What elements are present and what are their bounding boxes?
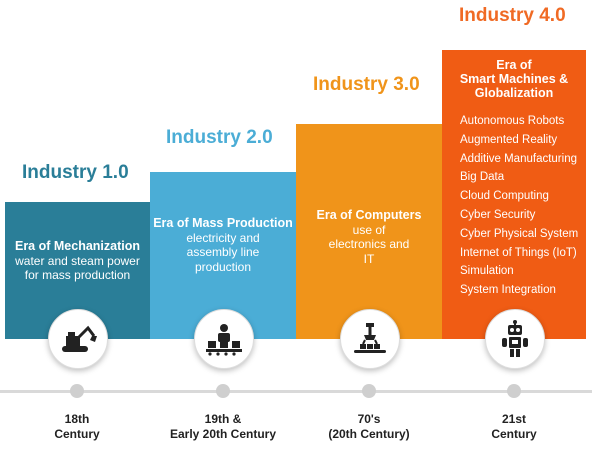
assembly-line-worker-icon: [194, 309, 254, 369]
technology-item: Cyber Security: [460, 208, 536, 221]
technology-list: Autonomous Robots Augmented Reality Addi…: [442, 112, 586, 300]
robot-icon: [485, 309, 545, 369]
technology-item: Autonomous Robots: [460, 115, 565, 127]
technology-item: Augmented Reality: [460, 133, 558, 146]
industry-1-heading: Era of Mechanization: [14, 239, 141, 253]
industry-2-description: electricity and assembly line production: [186, 230, 260, 274]
industry-3-title: Industry 3.0: [313, 74, 420, 95]
technology-item: Cloud Computing: [460, 190, 549, 203]
technology-item: Additive Manufacturing: [460, 152, 577, 165]
period-label-3: 70's (20th Century): [328, 412, 410, 441]
industry-1-description: water and steam power for mass productio…: [15, 253, 140, 283]
industry-3-description: use of electronics and IT: [328, 222, 410, 266]
technology-item: Big Data: [460, 171, 505, 184]
industry-2-title: Industry 2.0: [166, 127, 273, 148]
timeline-dot: [70, 384, 84, 398]
industry-2-heading: Era of Mass Production: [153, 216, 293, 230]
industry-4-title: Industry 4.0: [459, 5, 566, 26]
period-label-1: 18th Century: [54, 412, 100, 441]
industry-1-title: Industry 1.0: [22, 162, 129, 183]
industry-4-heading: Era of Smart Machines & Globalization: [459, 58, 569, 100]
period-label-2: 19th & Early 20th Century: [169, 412, 277, 441]
technology-item: Cyber Physical System: [460, 227, 579, 240]
industry-4-column: Era of Smart Machines & Globalization Au…: [442, 50, 586, 339]
timeline-line: [0, 390, 592, 393]
robotic-arm-conveyor-icon: [340, 309, 400, 369]
technology-item: Simulation: [460, 265, 514, 278]
timeline-dot: [362, 384, 376, 398]
timeline-dot: [507, 384, 521, 398]
excavator-icon: [48, 309, 108, 369]
technology-item: System Integration: [460, 284, 556, 297]
timeline-dot: [216, 384, 230, 398]
industry-3-heading: Era of Computers: [316, 208, 422, 222]
period-label-4: 21st Century: [491, 412, 537, 441]
industry-3-column: Era of Computers use of electronics and …: [296, 124, 442, 339]
technology-item: Internet of Things (IoT): [460, 246, 577, 259]
